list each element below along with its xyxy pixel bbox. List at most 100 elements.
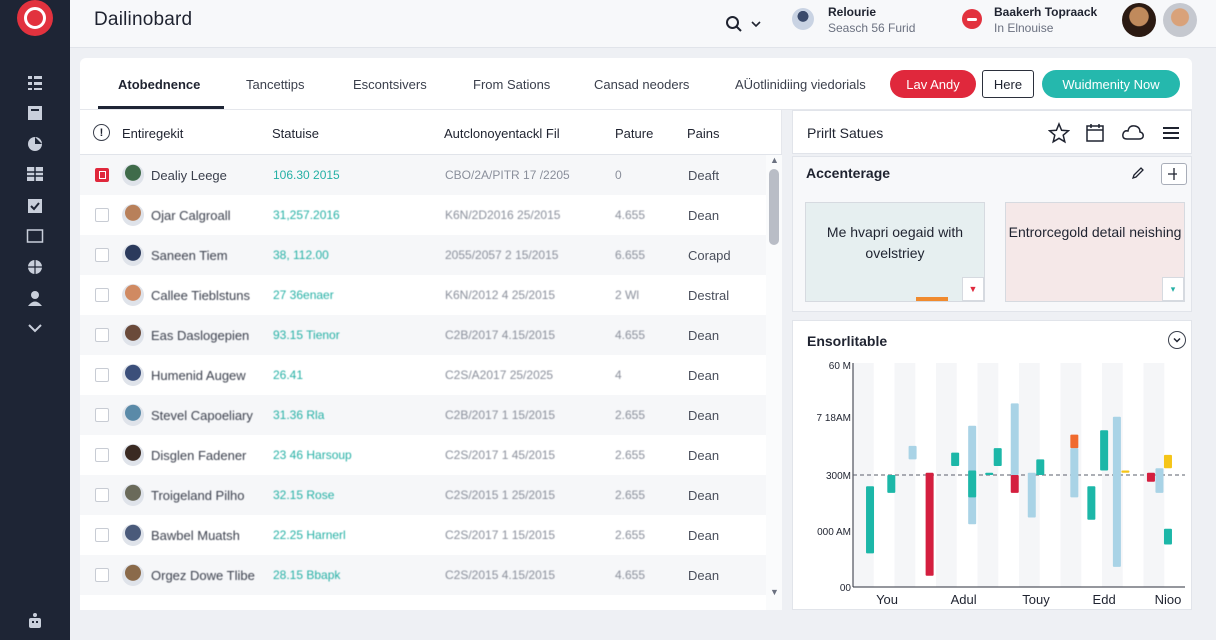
row-checkbox[interactable] (95, 328, 109, 342)
table-row[interactable]: Troigeland Pilho 32.15 Rose C2S/2015 1 25/… (80, 475, 766, 515)
table-row[interactable]: Orgez Dowe Tlibe 28.15 Bbapk C2S/2015 4.15… (80, 555, 766, 595)
row-checkbox[interactable] (95, 488, 109, 502)
column-header-pature[interactable]: Pature (615, 126, 654, 141)
tab-atobednence[interactable]: Atobednence (118, 77, 201, 92)
inbox-icon[interactable] (24, 102, 46, 124)
row-pairs: Dean (688, 328, 720, 343)
tab-tancettips[interactable]: Tancettips (246, 77, 305, 92)
card-2-dropdown-icon[interactable]: ▾ (1162, 277, 1184, 301)
table-row[interactable]: Disglen Fadener 23 46 Harsoup C2S/2017 1 4… (80, 435, 766, 475)
row-status: 31.36 Rla (273, 408, 325, 422)
row-auto: CBO/2A/PITR 17 /2205 (445, 168, 570, 182)
avatar (122, 404, 144, 426)
table-scrollbar[interactable]: ▲ ▼ (766, 155, 782, 610)
ensorlitable-panel: Ensorlitable 60 M 7 18AM 300M 000 AM 00 You Ad… (792, 320, 1192, 610)
scroll-thumb[interactable] (769, 169, 779, 245)
tab-escontsivers[interactable]: Escontsivers (353, 77, 427, 92)
row-checkbox[interactable] (95, 368, 109, 382)
profile-photo-2[interactable] (1163, 3, 1197, 37)
table-row[interactable]: Humenid Augew 26.41 C2S/A2017 25/2025 4 Dean (80, 355, 766, 395)
row-pairs: Dean (688, 528, 720, 543)
here-button[interactable]: Here (982, 70, 1034, 98)
chart-bar (1163, 454, 1172, 469)
brand-logo-icon[interactable] (17, 0, 53, 36)
row-pature: 6.655 (615, 248, 646, 262)
calendar-icon[interactable] (1083, 121, 1107, 145)
row-name: Humenid Augew (151, 368, 246, 383)
column-header-pairs[interactable]: Pains (687, 126, 720, 141)
row-name: Orgez Dowe Tlibe (151, 568, 255, 583)
window-icon[interactable] (24, 225, 46, 247)
grid-icon[interactable] (24, 72, 46, 94)
row-name: Stevel Capoeliary (151, 408, 253, 423)
row-checkbox[interactable] (95, 448, 109, 462)
row-pature: 4.655 (615, 568, 646, 582)
row-name: Eas Daslogepien (151, 328, 250, 343)
table-row[interactable]: Dealiy Leege 106.30 2015 CBO/2A/PITR 17 /2… (80, 155, 766, 195)
table-row[interactable]: Bawbel Muatsh 22.25 Harnerl C2S/2017 1 15/… (80, 515, 766, 555)
avatar (122, 364, 144, 386)
user1-avatar[interactable] (792, 8, 814, 30)
chart-bar (1070, 448, 1079, 498)
table-icon[interactable] (24, 163, 46, 185)
row-checkbox[interactable] (95, 568, 109, 582)
checkbox-icon[interactable] (24, 195, 46, 217)
row-checkbox[interactable] (95, 168, 109, 182)
tab-from-sations[interactable]: From Sations (473, 77, 551, 92)
table-row[interactable]: Ojar Calgroall 31,257.2016 K6N/2D2016 25/2… (80, 195, 766, 235)
table-row[interactable]: Callee Tieblstuns 27 36enaer K6N/2012 4 25… (80, 275, 766, 315)
row-pairs: Destral (688, 288, 730, 303)
pencil-icon[interactable] (1129, 164, 1147, 182)
chevron-down-icon[interactable] (24, 317, 46, 339)
card-1[interactable]: Me hvapri oegaid with ovelstriey ▼ (805, 202, 985, 302)
print-status-title: Prirlt Satues (807, 125, 884, 141)
user2-name: Baakerh Topraack (994, 5, 1098, 19)
column-header-auto[interactable]: Autclonoyentackl Fil (444, 126, 560, 141)
menu-icon[interactable] (1159, 121, 1183, 145)
chart-bar (887, 475, 896, 493)
row-checkbox[interactable] (95, 528, 109, 542)
chart-bar (1163, 528, 1172, 545)
wuidmenity-now-button[interactable]: Wuidmenity Now (1042, 70, 1180, 98)
chart-bar (1087, 486, 1096, 520)
globe-icon[interactable] (24, 256, 46, 278)
info-icon[interactable]: ! (93, 124, 110, 141)
card-2[interactable]: Entrorcegold detail neishing ▾ (1005, 202, 1185, 302)
robot-icon[interactable] (24, 610, 46, 632)
chart-bar (968, 470, 977, 498)
card-1-indicator (916, 297, 948, 301)
scroll-up-icon[interactable]: ▲ (770, 155, 779, 165)
row-status: 26.41 (273, 368, 304, 382)
search-icon[interactable] (722, 12, 746, 36)
column-header-entity[interactable]: Entiregekit (122, 126, 184, 141)
row-name: Troigeland Pilho (151, 488, 245, 503)
card-1-dropdown-icon[interactable]: ▼ (962, 277, 984, 301)
row-auto: C2B/2017 1 15/2015 (445, 408, 556, 422)
tab-aotlinidiing-viedorials[interactable]: AÜotlinidiing viedorials (735, 77, 866, 92)
row-checkbox[interactable] (95, 248, 109, 262)
table-row[interactable]: Eas Daslogepien 93.15 Tienor C2B/2017 4.15… (80, 315, 766, 355)
search-dropdown-chevron-icon[interactable] (748, 12, 764, 36)
row-pature: 4 (615, 368, 622, 382)
tab-cansad-neoders[interactable]: Cansad neoders (594, 77, 690, 92)
star-icon[interactable] (1047, 121, 1071, 145)
cloud-icon[interactable] (1121, 121, 1145, 145)
table-row[interactable]: Stevel Capoeliary 31.36 Rla C2B/2017 1 15/… (80, 395, 766, 435)
chevron-circle-icon[interactable] (1168, 331, 1186, 349)
user1-subtitle: Seasch 56 Furid (828, 21, 916, 35)
scroll-down-icon[interactable]: ▼ (770, 587, 779, 597)
pin-icon[interactable] (1161, 163, 1187, 185)
pie-chart-icon[interactable] (24, 132, 46, 154)
user-icon[interactable] (24, 287, 46, 309)
column-header-status[interactable]: Statuise (272, 126, 319, 141)
row-checkbox[interactable] (95, 408, 109, 422)
row-checkbox[interactable] (95, 288, 109, 302)
row-pature: 4.655 (615, 208, 646, 222)
avatar (122, 204, 144, 226)
profile-photo-1[interactable] (1122, 3, 1156, 37)
row-status: 32.15 Rose (273, 488, 335, 502)
row-checkbox[interactable] (95, 208, 109, 222)
lav-andy-button[interactable]: Lav Andy (890, 70, 976, 98)
table-row[interactable]: Saneen Tiem 38, 112.00 2055/2057 2 15/2015… (80, 235, 766, 275)
status-alert-icon[interactable] (962, 9, 982, 29)
